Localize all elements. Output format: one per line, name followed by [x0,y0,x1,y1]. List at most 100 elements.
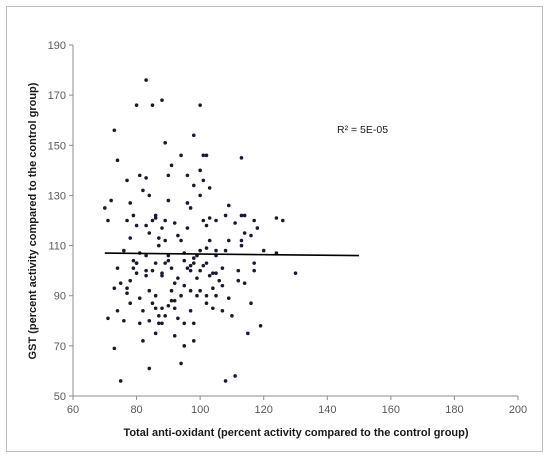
data-point [204,153,209,158]
data-point [166,303,171,308]
y-tick-label: 150 [48,140,66,152]
data-point [166,253,171,258]
data-point [201,153,206,158]
data-point [128,301,133,306]
data-point [188,288,193,293]
x-tick-label: 120 [255,404,273,416]
data-point [223,248,228,253]
y-tick-label: 70 [54,341,66,353]
data-point [169,266,174,270]
data-point [182,321,187,326]
trendline-group [104,252,360,257]
data-point [141,188,145,193]
data-point [198,168,202,173]
data-point [169,298,174,303]
data-point [118,379,123,383]
trendline [104,252,360,257]
data-point [157,236,161,240]
data-point [220,283,225,288]
y-tick-label: 170 [48,90,66,102]
data-point [128,201,133,205]
data-point [182,283,187,288]
data-point [191,321,196,326]
data-point [150,103,155,107]
data-point [198,103,202,107]
data-point [166,198,171,203]
data-point [115,158,120,163]
data-point [157,243,161,248]
data-point [198,248,202,253]
data-point [153,306,158,311]
data-point [106,316,110,321]
data-point [172,221,177,225]
data-point [125,178,129,183]
data-point [195,293,199,298]
data-point [172,281,177,285]
data-point [204,246,209,250]
data-point [147,288,152,293]
data-point [115,266,120,270]
data-point [166,258,171,263]
data-point [188,308,193,313]
y-tick-label: 130 [48,190,66,202]
data-point [109,198,113,203]
data-point [147,318,152,323]
data-point [204,293,209,298]
data-point [122,248,126,253]
data-point [239,238,244,243]
data-point [137,321,142,326]
data-point [176,233,180,238]
data-point [179,293,183,298]
data-point [172,298,177,303]
data-point [226,238,231,243]
data-point [185,266,190,270]
x-tick-label: 100 [191,404,209,416]
r-squared-annotation: R² = 5E-05 [337,124,388,136]
data-point [252,261,256,265]
data-point [112,346,117,351]
y-tick-label: 190 [48,40,66,52]
data-point [258,324,263,328]
x-tick-label: 160 [382,404,400,416]
data-point [198,288,202,293]
data-point [239,156,244,160]
data-point [226,203,231,208]
data-point [185,173,190,178]
data-point [144,268,148,273]
data-point [223,379,228,383]
data-point [195,276,199,280]
data-point [191,261,196,265]
data-point [236,278,241,283]
chart-frame [6,6,543,452]
data-point [230,313,234,318]
data-point [125,286,129,290]
data-point [207,273,212,278]
data-point [131,266,136,270]
data-point [249,301,253,306]
axes [69,44,519,400]
data-point [153,213,158,218]
data-point [160,306,164,311]
data-point [239,243,244,248]
data-point [214,271,218,275]
data-point [163,140,167,145]
data-point [211,286,215,290]
x-axis-title: Total anti-oxidant (percent activity com… [123,427,468,439]
data-point [239,213,244,218]
data-point [236,268,241,273]
x-tick-label: 80 [130,404,142,416]
data-point [179,361,183,366]
data-point [191,256,196,260]
data-point [182,258,187,263]
data-point [204,223,209,228]
y-tick-label: 50 [54,391,66,403]
data-point [261,248,266,253]
data-point [280,218,285,223]
data-point [169,163,174,168]
data-point [188,268,193,273]
y-tick-label: 90 [54,291,66,303]
data-point [153,261,158,265]
data-point [137,296,142,301]
data-point [217,278,222,283]
